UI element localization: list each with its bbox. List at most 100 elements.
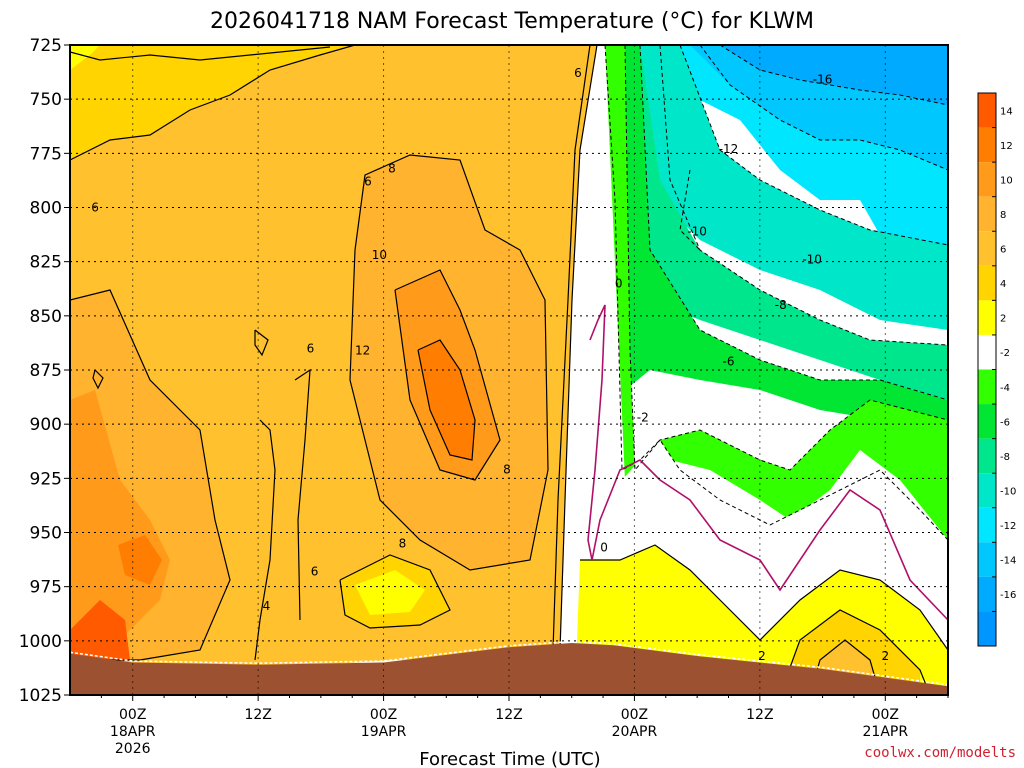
colorbar-tick-label: 8 <box>1000 210 1006 221</box>
band-cold-blue3 <box>720 45 948 105</box>
x-tick-date: 19APR <box>361 724 407 740</box>
contour-dashed-5 <box>679 169 701 251</box>
contour-line-15 <box>294 368 311 621</box>
band-cold-green2 <box>625 45 948 400</box>
colorbar-tick-label: 10 <box>1000 175 1013 186</box>
colorbar-tick-label: 6 <box>1000 245 1006 256</box>
contour-line-8 <box>254 329 269 357</box>
contour-label: 6 <box>574 66 582 80</box>
y-tick-label: 825 <box>30 253 62 273</box>
contour-dashed-6 <box>719 45 948 106</box>
contour-line-0 <box>70 46 331 61</box>
y-tick-label: 900 <box>30 415 62 435</box>
contour-label: -10 <box>802 253 822 267</box>
colorbar-swatch <box>978 369 996 405</box>
colorbar-swatch <box>978 576 996 612</box>
colorbar-swatch <box>978 300 996 335</box>
y-tick-label: 950 <box>30 524 62 544</box>
y-tick-label: 775 <box>30 144 62 164</box>
x-tick-date: 21APR <box>863 724 909 740</box>
contour-dashed-7 <box>699 45 948 171</box>
colorbar-swatch <box>978 611 996 646</box>
contour-label: 8 <box>503 463 511 477</box>
contour-line-12 <box>779 609 931 695</box>
colorbar-swatch <box>978 334 996 370</box>
colorbar-swatch <box>978 162 996 197</box>
contour-line-14 <box>254 419 276 661</box>
colorbar-swatch <box>978 473 996 508</box>
colorbar-tick-label: 2 <box>1000 314 1006 325</box>
x-tick-hour: 12Z <box>244 707 271 723</box>
contour-label: 0 <box>600 541 608 555</box>
contour-label: -16 <box>813 73 833 87</box>
zero-isotherm-0 <box>587 304 606 561</box>
x-tick-hour: 00Z <box>119 707 146 723</box>
contour-label: 2 <box>758 649 766 663</box>
contour-line-9 <box>92 369 104 390</box>
y-tick-label: 725 <box>30 36 62 56</box>
contour-line-2 <box>349 154 549 571</box>
x-axis-label: Forecast Time (UTC) <box>419 749 600 768</box>
colorbar-tick-label: -10 <box>1000 486 1016 497</box>
colorbar-swatch <box>978 507 996 543</box>
colorbar-tick-label: 14 <box>1000 106 1013 117</box>
contour-dashed-0 <box>604 45 948 541</box>
contour-label: -8 <box>775 298 787 312</box>
y-tick-label: 875 <box>30 361 62 381</box>
contour-line-1 <box>70 45 356 161</box>
contour-label: 10 <box>372 248 387 262</box>
contour-dashed-2 <box>639 45 948 401</box>
contour-line-10 <box>70 289 231 661</box>
temperature-field <box>70 45 948 695</box>
y-tick-label: 1025 <box>19 686 62 706</box>
colorbar-tick-label: -8 <box>1000 452 1010 463</box>
y-tick-label: 975 <box>30 578 62 598</box>
colorbar-tick-label: 12 <box>1000 141 1013 152</box>
colorbar-swatch <box>978 127 996 163</box>
contour-line-4 <box>417 339 476 461</box>
colorbar-swatch <box>978 196 996 232</box>
colorbar-tick-label: -4 <box>1000 383 1010 394</box>
contour-label: 8 <box>399 536 407 550</box>
colorbar-tick-label: -6 <box>1000 417 1010 428</box>
colorbar-tick-label: -14 <box>1000 556 1016 567</box>
band-0-2-corner <box>70 45 100 70</box>
contour-label: -2 <box>637 411 649 425</box>
contour-label: 4 <box>263 599 271 613</box>
contour-label: 6 <box>307 341 315 355</box>
x-tick-date: 18APR <box>110 724 156 740</box>
colorbar-swatch <box>978 404 996 439</box>
colorbar-swatch <box>978 265 996 301</box>
colorbar-tick-label: -2 <box>1000 348 1010 359</box>
y-tick-label: 800 <box>30 199 62 219</box>
contour-label: 6 <box>311 565 319 579</box>
band-12-14 <box>418 340 475 460</box>
colorbar-tick-label: -12 <box>1000 521 1016 532</box>
chart-title: 2026041718 NAM Forecast Temperature (°C)… <box>210 9 814 34</box>
contour-dashed-3 <box>659 45 948 346</box>
colorbar-swatch <box>978 231 996 266</box>
band-cold-lime <box>605 45 948 540</box>
contour-label: 0 <box>615 276 623 290</box>
x-tick-hour: 00Z <box>872 707 899 723</box>
x-tick-hour: 00Z <box>370 707 397 723</box>
band-12-14-corner <box>70 600 130 670</box>
x-tick-hour: 12Z <box>495 707 522 723</box>
band-cold-teal <box>630 45 948 330</box>
colorbar-swatch <box>978 438 996 474</box>
y-tick-label: 850 <box>30 307 62 327</box>
y-tick-label: 925 <box>30 469 62 489</box>
y-tick-label: 750 <box>30 90 62 110</box>
colorbar-tick-label: -16 <box>1000 590 1016 601</box>
contour-label: 6 <box>91 201 99 215</box>
contour-dashed-1 <box>624 45 948 472</box>
contour-dashed-4 <box>679 45 948 246</box>
band-0-2-white <box>580 45 948 660</box>
band-0-2-pocket <box>355 570 425 615</box>
contour-line-5 <box>339 554 451 629</box>
colorbar-tick-label: 4 <box>1000 279 1006 290</box>
y-tick-label: 1000 <box>19 632 62 652</box>
zero-isotherm-1 <box>591 459 948 621</box>
surface-line <box>70 640 948 686</box>
